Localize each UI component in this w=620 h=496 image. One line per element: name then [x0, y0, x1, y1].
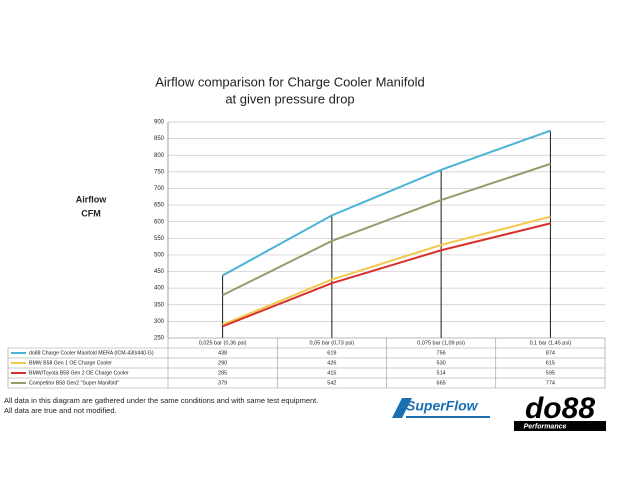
x-tick-label: 0,025 bar (0,36 psi): [199, 340, 247, 346]
y-tick-label: 400: [154, 286, 165, 292]
series-line: [222, 129, 551, 277]
footnote: All data in this diagram are gathered un…: [4, 396, 318, 405]
table-value: 426: [327, 360, 336, 366]
y-axis-label: Airflow: [76, 194, 107, 204]
series-line: [222, 222, 551, 328]
do88-logo: do88 Performance: [514, 392, 606, 431]
legend-label: BMW B58 Gen 1 OE Charge Cooler: [29, 360, 112, 366]
series-line: [222, 162, 551, 297]
table-value: 615: [546, 360, 555, 366]
logo-text: SuperFlow: [406, 398, 479, 414]
table-value: 874: [546, 350, 555, 356]
table-value: 665: [437, 380, 446, 386]
y-tick-label: 300: [154, 319, 165, 325]
table-value: 290: [218, 360, 227, 366]
y-tick-label: 650: [154, 203, 165, 209]
legend-label: Competitor B58 Gen2 "Super Manifold": [29, 380, 119, 386]
y-tick-label: 700: [154, 186, 165, 192]
footnote: All data are true and not modified.: [4, 406, 117, 415]
series-line: [222, 215, 551, 326]
logo-text: do88: [525, 392, 595, 425]
x-tick-label: 0,05 bar (0,73 psi): [310, 340, 355, 346]
y-axis-unit: CFM: [81, 208, 101, 218]
logo-sub: Performance: [524, 423, 567, 430]
table-value: 595: [546, 370, 555, 376]
table-value: 438: [218, 350, 227, 356]
y-tick-label: 550: [154, 236, 165, 242]
legend-label: do88 Charge Cooler Manifold MERA (ICM-43…: [29, 350, 154, 356]
table-value: 619: [327, 350, 336, 356]
y-tick-label: 350: [154, 302, 165, 308]
table-value: 379: [218, 380, 227, 386]
y-tick-label: 600: [154, 219, 165, 225]
y-tick-label: 500: [154, 253, 165, 259]
table-value: 530: [437, 360, 446, 366]
y-tick-label: 800: [154, 153, 165, 159]
table-value: 542: [327, 380, 336, 386]
x-tick-label: 0,075 bar (1,09 psi): [417, 340, 465, 346]
chart-subtitle: at given pressure drop: [225, 91, 354, 106]
table-value: 756: [437, 350, 446, 356]
logo-band: [514, 421, 606, 431]
table-value: 514: [437, 370, 446, 376]
y-tick-label: 750: [154, 169, 165, 175]
table-value: 774: [546, 380, 555, 386]
chart-title: Airflow comparison for Charge Cooler Man…: [155, 74, 425, 89]
y-tick-label: 850: [154, 136, 165, 142]
y-tick-label: 250: [154, 336, 165, 342]
x-tick-label: 0,1 bar (1,45 psi): [530, 340, 572, 346]
y-tick-label: 450: [154, 269, 165, 275]
table-value: 285: [218, 370, 227, 376]
logo-shape: [392, 398, 412, 418]
table-value: 415: [327, 370, 336, 376]
y-tick-label: 900: [154, 120, 165, 126]
legend-label: BMW/Toyota B58 Gen 2 OE Charge Cooler: [29, 370, 129, 376]
superflow-logo: SuperFlow: [392, 398, 490, 418]
